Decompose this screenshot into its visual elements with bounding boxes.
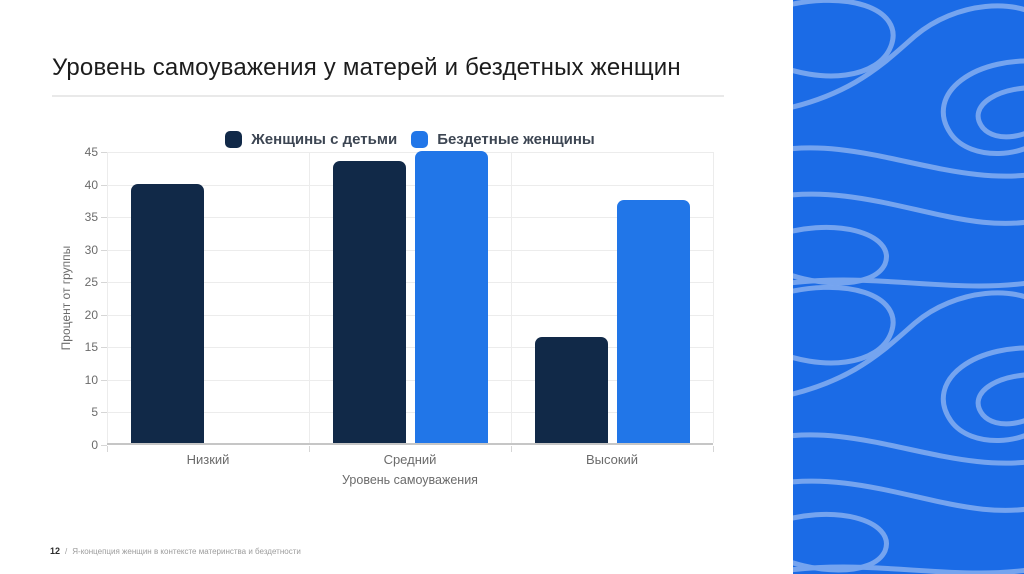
y-tick-mark	[101, 412, 107, 414]
legend-color-chip	[225, 130, 243, 148]
gridline-vertical	[713, 152, 714, 443]
legend-color-chip	[411, 130, 429, 148]
x-tick-mark	[309, 446, 310, 452]
gridline-vertical	[511, 152, 512, 443]
legend-item: Женщины с детьми	[225, 130, 398, 148]
wave-pattern-graphic	[793, 0, 1024, 574]
x-category-label: Средний	[383, 452, 437, 467]
x-axis-title: Уровень самоуважения	[342, 473, 478, 487]
gridline-horizontal	[107, 379, 713, 381]
bar-Женщины с детьми-Средний	[332, 161, 406, 443]
gridline-horizontal	[107, 412, 713, 414]
legend-label: Бездетные женщины	[437, 130, 595, 148]
x-category-label: Низкий	[186, 452, 230, 467]
page-number: 12	[50, 546, 61, 556]
page-title: Уровень самоуважения у матерей и бездетн…	[52, 54, 681, 81]
gridline-horizontal	[107, 282, 713, 284]
y-tick-label: 20	[84, 307, 98, 322]
x-tick-mark	[107, 446, 108, 452]
y-tick-mark	[101, 152, 107, 153]
y-axis-title: Процент от группы	[59, 245, 73, 351]
y-tick-label: 15	[84, 340, 98, 355]
y-tick-mark	[101, 282, 107, 284]
y-tick-mark	[101, 379, 107, 381]
legend-item: Бездетные женщины	[411, 130, 595, 148]
y-tick-label: 5	[91, 405, 98, 420]
y-tick-mark	[101, 347, 107, 349]
gridline-horizontal	[107, 249, 713, 251]
y-tick-label: 40	[84, 177, 98, 192]
gridline-horizontal	[107, 217, 713, 219]
x-tick-mark	[511, 446, 512, 452]
y-tick-mark	[101, 249, 107, 251]
title-divider	[52, 95, 724, 97]
decorative-wave-panel	[793, 0, 1024, 574]
gridline-vertical	[107, 152, 108, 443]
y-tick-mark	[101, 314, 107, 316]
chart-legend: Женщины с детьми Бездетные женщины	[107, 129, 713, 149]
y-tick-label: 45	[84, 145, 98, 159]
gridline-horizontal	[107, 314, 713, 316]
bar-Бездетные женщины-Высокий	[616, 200, 690, 443]
footer: 12 / Я-концепция женщин в контексте мате…	[50, 546, 301, 556]
bar-Женщины с детьми-Высокий	[534, 336, 608, 443]
gridline-vertical	[309, 152, 310, 443]
chart-plot-area	[107, 151, 714, 445]
footer-separator: /	[65, 547, 68, 556]
y-tick-mark	[101, 217, 107, 219]
y-tick-label: 0	[91, 438, 98, 452]
legend-label: Женщины с детьми	[251, 130, 398, 148]
bar-Женщины с детьми-Низкий	[130, 183, 204, 443]
bar-Бездетные женщины-Средний	[414, 151, 488, 443]
y-tick-label: 35	[84, 210, 98, 225]
y-tick-mark	[101, 445, 107, 446]
y-tick-label: 30	[84, 242, 98, 257]
y-tick-label: 25	[84, 275, 98, 290]
y-tick-label: 10	[84, 372, 98, 387]
gridline-horizontal	[107, 347, 713, 349]
y-tick-mark	[101, 184, 107, 186]
gridline-horizontal	[107, 152, 713, 153]
x-category-label: Высокий	[585, 452, 639, 467]
gridline-horizontal	[107, 184, 713, 186]
footer-text: Я-концепция женщин в контексте материнст…	[72, 547, 301, 556]
x-tick-mark	[713, 446, 714, 452]
